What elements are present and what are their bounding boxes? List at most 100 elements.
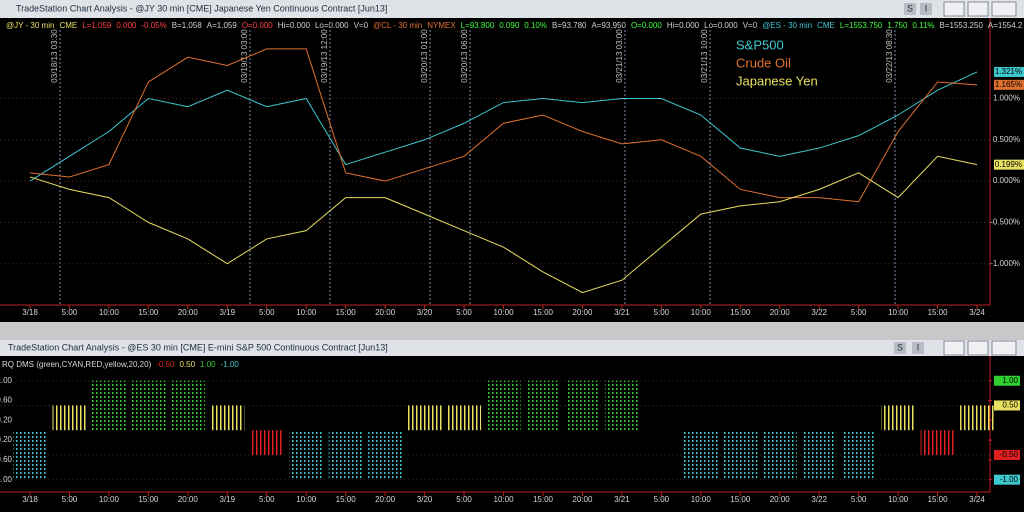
last-value-label: 1.321% bbox=[995, 67, 1022, 76]
info-item: L=1553.750 bbox=[840, 21, 883, 30]
close[interactable] bbox=[991, 1, 1017, 17]
title-bar bbox=[0, 0, 1024, 18]
bar bbox=[841, 430, 876, 480]
bar bbox=[762, 430, 797, 480]
x-tick-label: 5:00 bbox=[654, 495, 670, 504]
minimize[interactable] bbox=[943, 340, 965, 356]
x-tick-label: 15:00 bbox=[730, 308, 751, 317]
bar bbox=[447, 405, 482, 431]
bar bbox=[249, 430, 284, 455]
info-item: B=1553.250 bbox=[940, 21, 984, 30]
event-label: 03/19/13 03:00 bbox=[240, 29, 249, 83]
x-tick-label: 3/19 bbox=[220, 495, 236, 504]
x-tick-label: 20:00 bbox=[375, 308, 396, 317]
x-tick-label: 5:00 bbox=[456, 308, 472, 317]
x-tick-label: 5:00 bbox=[851, 495, 867, 504]
bar bbox=[13, 430, 47, 480]
bar bbox=[565, 380, 600, 431]
event-label: 03/22/13 08:30 bbox=[885, 29, 894, 83]
x-tick-label: 20:00 bbox=[770, 308, 791, 317]
bar bbox=[881, 405, 916, 431]
maximize[interactable] bbox=[967, 1, 989, 17]
info-item: 0.11% bbox=[912, 21, 934, 30]
bar bbox=[525, 380, 560, 431]
x-tick-label: 3/19 bbox=[220, 308, 236, 317]
bar bbox=[920, 430, 955, 455]
info-item: @JY - 30 min bbox=[6, 21, 54, 30]
bar bbox=[604, 380, 639, 431]
info-item: 0.090 bbox=[499, 21, 520, 30]
bar bbox=[407, 405, 442, 431]
info-item: Hi=0.000 bbox=[667, 21, 700, 30]
level-tag bbox=[994, 474, 1020, 485]
level-label: -1.00 bbox=[221, 360, 240, 369]
y-tick-label: -0.60 bbox=[0, 455, 13, 464]
x-tick-label: 15:00 bbox=[730, 495, 751, 504]
title-bar bbox=[0, 340, 1024, 356]
level-tag-label: -0.50 bbox=[1000, 450, 1019, 459]
bar bbox=[683, 430, 718, 480]
x-tick-label: 3/20 bbox=[417, 495, 433, 504]
bar bbox=[368, 430, 403, 480]
x-tick-label: 3/21 bbox=[614, 495, 630, 504]
x-tick-label: 15:00 bbox=[138, 495, 159, 504]
last-value-tag bbox=[994, 79, 1024, 90]
event-label: 03/20/13 06:00 bbox=[460, 29, 469, 83]
y-tick-label: -1.000% bbox=[990, 259, 1020, 268]
x-tick-label: 3/22 bbox=[811, 308, 827, 317]
last-value-label: 0.199% bbox=[995, 160, 1022, 169]
x-tick-label: 3/24 bbox=[969, 495, 985, 504]
last-value-label: 1.165% bbox=[995, 80, 1022, 89]
y-tick-label: 0.000% bbox=[993, 176, 1020, 185]
x-tick-label: 10:00 bbox=[691, 308, 712, 317]
x-tick-label: 3/21 bbox=[614, 308, 630, 317]
minimize[interactable] bbox=[943, 1, 965, 17]
y-tick-label: -1.00 bbox=[0, 475, 13, 484]
button[interactable] bbox=[904, 3, 916, 15]
close[interactable] bbox=[991, 340, 1017, 356]
level-tag bbox=[994, 375, 1020, 386]
x-tick-label: 3/22 bbox=[811, 495, 827, 504]
button[interactable] bbox=[894, 342, 906, 354]
indicator-info: RQ DMS (green,CYAN,RED,yellow,20,20) -0.5… bbox=[2, 360, 239, 369]
info-item: @ES - 30 min bbox=[762, 21, 812, 30]
x-tick-label: 3/18 bbox=[22, 308, 38, 317]
x-tick-label: 15:00 bbox=[533, 495, 554, 504]
info-item: O=0.000 bbox=[242, 21, 273, 30]
info-item: 1.750 bbox=[887, 21, 908, 30]
x-tick-label: 10:00 bbox=[99, 495, 120, 504]
legend-entry: S&P500 bbox=[736, 37, 784, 52]
level-tag-label: 1.00 bbox=[1002, 376, 1018, 385]
info-item: A=93.950 bbox=[591, 21, 626, 30]
bar bbox=[210, 405, 245, 431]
series-line bbox=[29, 71, 978, 182]
level-tag bbox=[994, 449, 1020, 460]
x-tick-label: 10:00 bbox=[691, 495, 712, 504]
event-label: 03/21/13 10:00 bbox=[700, 29, 709, 83]
x-tick-label: 5:00 bbox=[259, 495, 275, 504]
x-tick-label: 20:00 bbox=[178, 308, 199, 317]
y-tick-label: 0.20 bbox=[0, 415, 13, 424]
info-item: NYMEX bbox=[427, 21, 456, 30]
bar bbox=[723, 430, 758, 480]
bar bbox=[91, 380, 126, 431]
button[interactable] bbox=[920, 3, 932, 15]
button-label: S bbox=[897, 342, 903, 352]
x-tick-label: 20:00 bbox=[572, 495, 593, 504]
x-tick-label: 5:00 bbox=[259, 308, 275, 317]
x-tick-label: 20:00 bbox=[572, 308, 593, 317]
button[interactable] bbox=[912, 342, 924, 354]
x-tick-label: 10:00 bbox=[99, 308, 120, 317]
event-label: 03/21/13 03:00 bbox=[615, 29, 624, 83]
x-tick-label: 15:00 bbox=[928, 495, 949, 504]
y-tick-label: 1.000% bbox=[993, 94, 1020, 103]
x-tick-label: 10:00 bbox=[494, 308, 515, 317]
info-item: L=93.800 bbox=[461, 21, 495, 30]
maximize[interactable] bbox=[967, 340, 989, 356]
event-label: 03/19/13 12:00 bbox=[320, 29, 329, 83]
bar bbox=[131, 380, 166, 431]
info-item: L=1.059 bbox=[82, 21, 112, 30]
bar bbox=[486, 380, 521, 431]
last-value-tag bbox=[994, 159, 1024, 170]
